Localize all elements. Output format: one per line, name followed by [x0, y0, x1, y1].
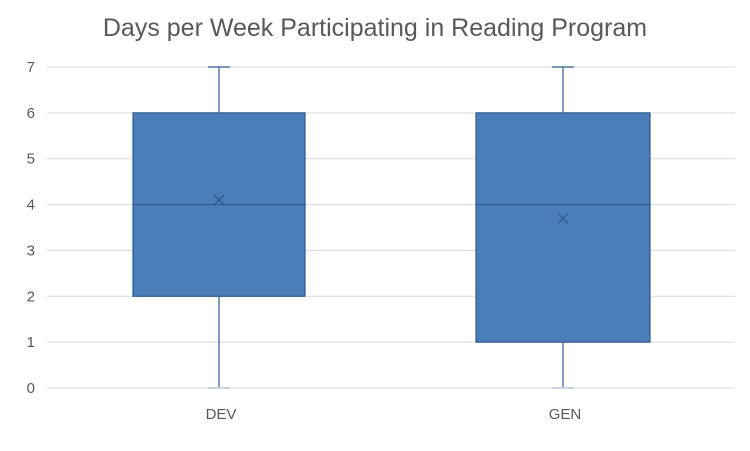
- x-category-label-dev: DEV: [206, 406, 237, 423]
- chart-title: Days per Week Participating in Reading P…: [102, 14, 648, 42]
- y-tick-label-0: 0: [27, 380, 35, 397]
- y-tick-label-1: 1: [27, 334, 35, 351]
- y-tick-label-6: 6: [27, 105, 35, 122]
- mean-marker-gen: [557, 212, 569, 224]
- mean-marker-dev: [213, 194, 225, 206]
- box-gen: [475, 66, 651, 389]
- y-tick-label-4: 4: [27, 197, 35, 214]
- y-tick-label-3: 3: [27, 242, 35, 259]
- y-tick-label-7: 7: [27, 59, 35, 76]
- x-axis: DEV GEN: [206, 406, 582, 423]
- y-axis: 0 1 2 3 4 5 6 7: [27, 59, 35, 397]
- box-dev: [132, 66, 306, 389]
- boxes: [132, 66, 651, 389]
- x-category-label-gen: GEN: [549, 406, 582, 423]
- y-tick-label-5: 5: [27, 151, 35, 168]
- iqr-box-gen: [475, 112, 651, 343]
- y-tick-label-2: 2: [27, 288, 35, 305]
